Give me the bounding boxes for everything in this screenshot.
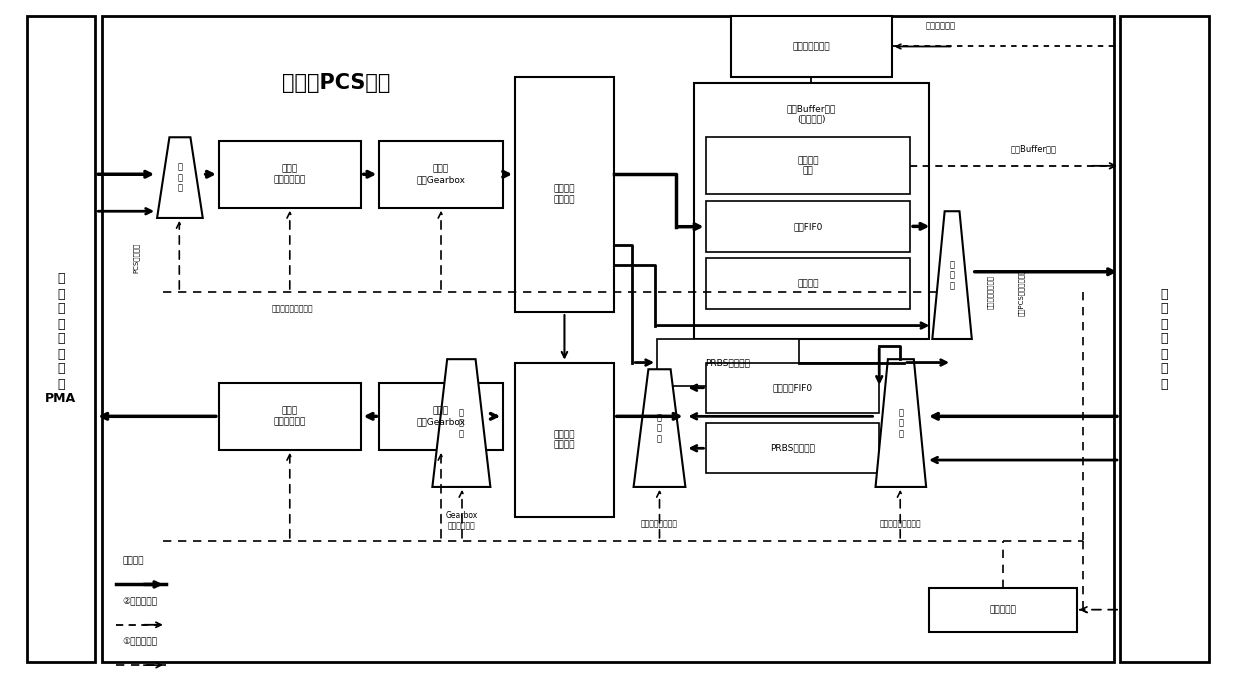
- Text: 解码解扰
控制模块: 解码解扰 控制模块: [554, 184, 575, 204]
- Bar: [732, 16, 892, 77]
- Text: ②接收控制流: ②接收控制流: [123, 597, 157, 605]
- Text: 三
选
一: 三 选 一: [459, 408, 464, 438]
- Bar: [27, 16, 95, 662]
- Text: 接收状态
控制: 接收状态 控制: [797, 156, 818, 176]
- Bar: [218, 382, 361, 450]
- Text: 接收端
极性反转控制: 接收端 极性反转控制: [274, 165, 306, 184]
- Bar: [102, 16, 1114, 662]
- Text: 远端数据通路选择器: 远端数据通路选择器: [879, 519, 921, 528]
- Polygon shape: [157, 137, 203, 218]
- Bar: [707, 363, 879, 413]
- Text: 物
理
介
质
传
输
子
层
PMA: 物 理 介 质 传 输 子 层 PMA: [45, 273, 77, 405]
- Text: 时钟补偿: 时钟补偿: [797, 279, 818, 288]
- Text: 接收端
异步Gearbox: 接收端 异步Gearbox: [417, 165, 465, 184]
- Text: 发送端
极性反转控制: 发送端 极性反转控制: [274, 407, 306, 426]
- Text: 弹性Buffer处理
(通道绑定): 弹性Buffer处理 (通道绑定): [786, 104, 836, 123]
- Text: 近端数据通路选择器: 近端数据通路选择器: [272, 304, 314, 313]
- Bar: [1120, 16, 1209, 662]
- Text: 异步FIF0: 异步FIF0: [794, 222, 823, 231]
- Text: 编码数据源选择器: 编码数据源选择器: [641, 519, 678, 528]
- Text: PRBS序列校验: PRBS序列校验: [706, 358, 750, 367]
- Text: 远竽PCS回环通路选择: 远竽PCS回环通路选择: [1018, 268, 1024, 315]
- Polygon shape: [932, 212, 972, 339]
- Text: 通道绑定使能: 通道绑定使能: [926, 22, 956, 31]
- Bar: [379, 382, 502, 450]
- Text: 三
选
一: 三 选 一: [657, 413, 662, 443]
- Text: 二
选
一: 二 选 一: [177, 163, 182, 193]
- Text: 多协议PCS电路: 多协议PCS电路: [281, 73, 391, 94]
- Text: 发送端
异步Gearbox: 发送端 异步Gearbox: [417, 407, 465, 426]
- Bar: [929, 588, 1076, 631]
- Bar: [379, 140, 502, 208]
- Bar: [515, 77, 614, 312]
- Text: 通道绑定状态机: 通道绑定状态机: [792, 42, 830, 51]
- Polygon shape: [634, 370, 686, 487]
- Bar: [657, 339, 799, 386]
- Text: PRBS序列生成: PRBS序列生成: [770, 444, 815, 453]
- Text: 通道绑定数据选择: 通道绑定数据选择: [987, 275, 993, 309]
- Text: 配置寄存器: 配置寄存器: [990, 605, 1016, 614]
- Text: 数据通路: 数据通路: [123, 557, 144, 565]
- Text: 接收Buffer状态: 接收Buffer状态: [1011, 144, 1056, 153]
- Bar: [694, 83, 929, 339]
- Text: 二
选
一: 二 选 一: [950, 260, 955, 290]
- Text: 编码扰码
控制模块: 编码扰码 控制模块: [554, 430, 575, 450]
- Bar: [707, 201, 910, 252]
- Bar: [707, 258, 910, 308]
- Polygon shape: [433, 359, 490, 487]
- Text: Gearbox
数据源选择器: Gearbox 数据源选择器: [446, 511, 479, 530]
- Text: PCS回环送法: PCS回环送法: [133, 243, 139, 273]
- Text: 二
选
一: 二 选 一: [898, 408, 903, 438]
- Polygon shape: [875, 359, 926, 487]
- Text: 软
件
定
义
控
制
器: 软 件 定 义 控 制 器: [1161, 287, 1168, 391]
- Text: ①发送控制流: ①发送控制流: [123, 637, 157, 646]
- Bar: [515, 363, 614, 517]
- Text: 发送异步FIF0: 发送异步FIF0: [773, 383, 813, 393]
- Bar: [218, 140, 361, 208]
- Bar: [707, 423, 879, 473]
- Bar: [707, 137, 910, 195]
